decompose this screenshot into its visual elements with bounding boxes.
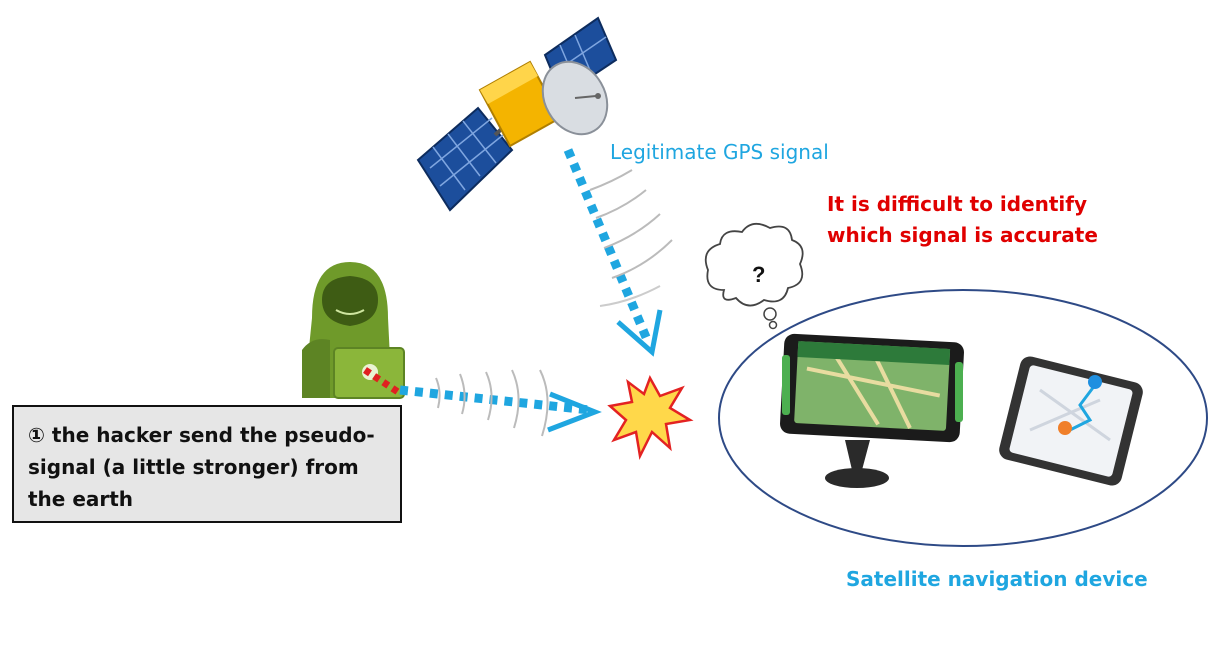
pseudo-signal-arrow	[363, 367, 602, 437]
smartphone-map-icon	[999, 356, 1143, 486]
device-ellipse	[718, 289, 1208, 547]
device-label: Satellite navigation device	[846, 567, 1148, 591]
satellite-icon	[416, 16, 618, 212]
hacker-callout-text: ① the hacker send the pseudo-signal (a l…	[28, 423, 375, 511]
thought-cloud-icon	[704, 222, 804, 330]
legit-signal-label: Legitimate GPS signal	[610, 140, 829, 164]
legit-signal-arrow	[563, 148, 673, 357]
hacker-callout-box: ① the hacker send the pseudo-signal (a l…	[12, 405, 402, 523]
gps-navigator-icon	[780, 333, 964, 488]
hacker-icon	[302, 262, 392, 398]
collision-burst-icon	[607, 375, 694, 460]
warning-label: It is difficult to identify which signal…	[827, 192, 1098, 247]
question-mark: ?	[752, 262, 766, 287]
